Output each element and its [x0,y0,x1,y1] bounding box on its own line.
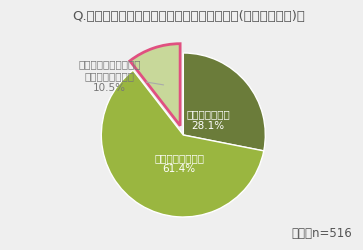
Text: プロポーズされた
61.4%: プロポーズされた 61.4% [154,153,204,174]
Wedge shape [101,70,264,217]
Text: プロポーズしていない
（されていない）
10.5%: プロポーズしていない （されていない） 10.5% [78,59,164,92]
Wedge shape [183,53,265,151]
Text: Q.現在のパートナーにプロポーズしましたか(されましたか)？: Q.現在のパートナーにプロポーズしましたか(されましたか)？ [72,10,305,23]
Text: プロポーズした
28.1%: プロポーズした 28.1% [186,110,230,131]
Text: 全体：n=516: 全体：n=516 [291,227,352,240]
Wedge shape [130,44,180,126]
